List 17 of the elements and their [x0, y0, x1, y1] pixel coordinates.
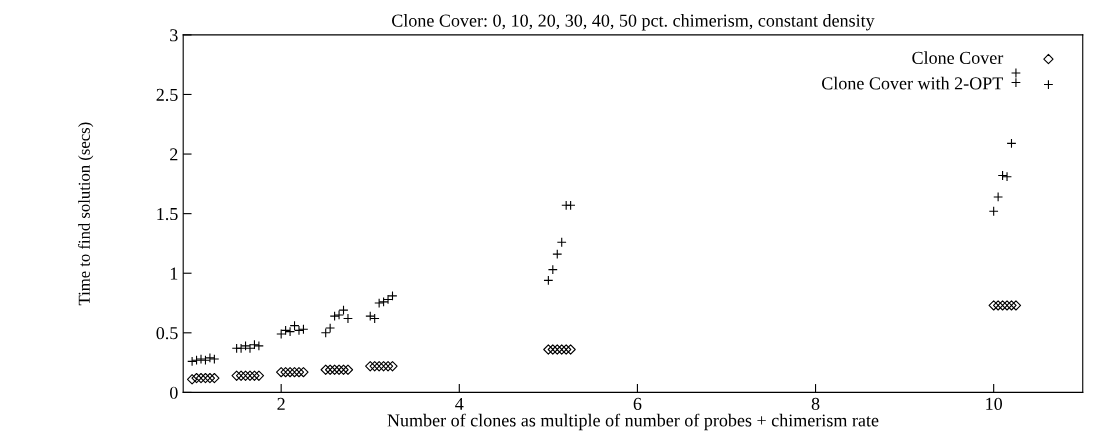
y-tick-label: 0: [170, 386, 178, 399]
y-tick-label: 3: [170, 29, 178, 42]
x-tick-label: 4: [455, 397, 464, 410]
legend-label: Clone Cover: [912, 51, 1004, 64]
y-tick-label: 2: [170, 148, 178, 161]
x-tick-label: 10: [986, 397, 1003, 410]
y-tick-label: 2.5: [156, 88, 178, 101]
y-tick-label: 1: [170, 267, 178, 280]
y-tick-label: 0.5: [156, 327, 178, 340]
y-tick-label: 1.5: [157, 207, 178, 221]
x-axis-title: Number of clones as multiple of number of probes + chimerism rate: [387, 413, 879, 431]
chart-title: Clone Cover: 0, 10, 20, 30, 40, 50 pct. chimerism, constant density: [391, 14, 875, 31]
x-tick-label: 8: [811, 397, 820, 410]
legend-label: Clone Cover with 2-OPT: [821, 76, 1003, 90]
y-axis-title: Time to find solution (secs): [77, 122, 94, 306]
x-tick-label: 2: [277, 397, 285, 410]
x-tick-label: 6: [633, 397, 642, 410]
